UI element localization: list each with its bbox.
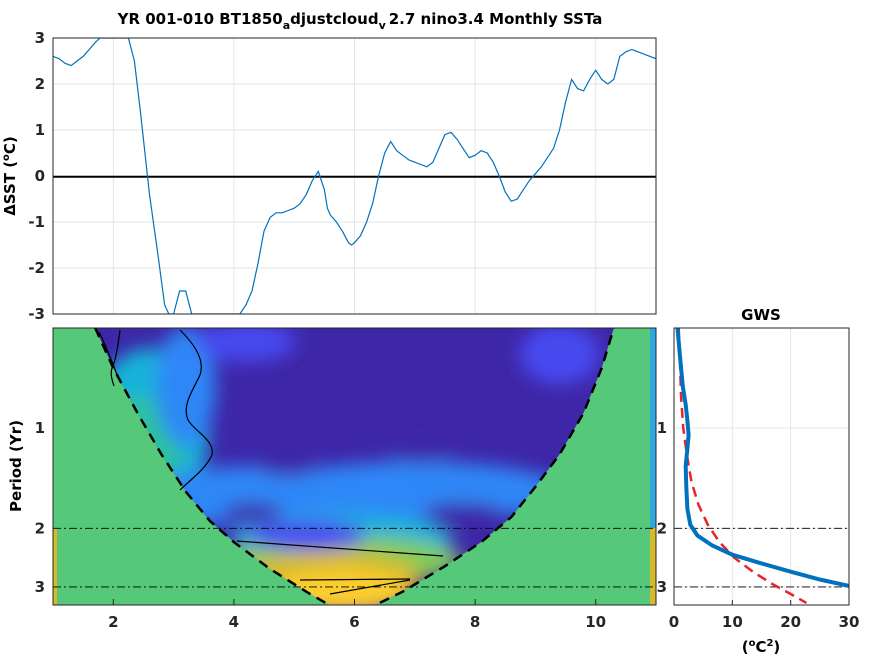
y-tick-label: 2 (35, 519, 45, 537)
power-region (519, 328, 600, 385)
y-tick-label: 3 (657, 578, 667, 596)
x-tick-label: 2 (108, 613, 118, 631)
y-tick-label: -1 (28, 213, 45, 231)
x-tick-label: 4 (229, 613, 239, 631)
power-region (195, 328, 296, 362)
gws-x-label: (oC2) (742, 638, 781, 656)
gws-panel: 0 10 20 30 1 2 3 GWS (oC2) (657, 306, 860, 656)
timeseries-y-ticks: -3 -2 -1 0 1 2 3 (28, 29, 45, 323)
timeseries-y-label: ΔSST (oC) (1, 136, 19, 216)
sst-anomaly-series (53, 38, 656, 314)
power-region (258, 456, 319, 477)
gws-x-ticks: 0 10 20 30 (669, 600, 860, 631)
x-tick-label: 8 (470, 613, 480, 631)
y-tick-label: 0 (35, 167, 45, 185)
wavelet-y-label: Period (Yr) (7, 420, 25, 512)
x-tick-label: 6 (349, 613, 359, 631)
gws-title: GWS (741, 306, 781, 324)
gws-significance-curve (677, 328, 808, 604)
power-region (221, 503, 282, 524)
power-region (390, 440, 451, 465)
power-region (155, 328, 216, 447)
y-tick-label: 1 (35, 419, 45, 437)
y-tick-label: 3 (35, 29, 45, 47)
y-tick-label: 2 (35, 75, 45, 93)
gws-y-ticks: 1 2 3 (657, 419, 667, 596)
y-tick-label: 2 (657, 519, 667, 537)
left-edge-strip (53, 528, 57, 605)
right-edge-strip-low (650, 528, 656, 605)
power-region (423, 503, 504, 524)
y-tick-label: 1 (35, 121, 45, 139)
y-tick-label: -2 (28, 259, 45, 277)
x-tick-label: 10 (585, 613, 606, 631)
wavelet-panel: 2 4 6 8 10 123 Period (Yr) (7, 327, 657, 631)
x-tick-label: 10 (722, 613, 743, 631)
cone-of-influence-line (94, 328, 615, 605)
gws-power-curve (675, 328, 849, 588)
x-tick-label: 30 (839, 613, 860, 631)
right-edge-strip (650, 328, 656, 605)
y-tick-label: 1 (657, 419, 667, 437)
x-tick-label: 20 (780, 613, 801, 631)
timeseries-panel: -3 -2 -1 0 1 2 3 ΔSST (oC) (1, 29, 657, 323)
chart-title: YR 001-010 BT1850adjustcloudv 2.7 nino3.4… (117, 10, 603, 32)
wavelet-x-ticks: 2 4 6 8 10 (108, 599, 606, 631)
y-tick-label: 3 (35, 578, 45, 596)
wavelet-y-ticks: 1 2 3 (35, 419, 45, 596)
y-tick-label: -3 (28, 305, 45, 323)
x-tick-label: 0 (669, 613, 679, 631)
